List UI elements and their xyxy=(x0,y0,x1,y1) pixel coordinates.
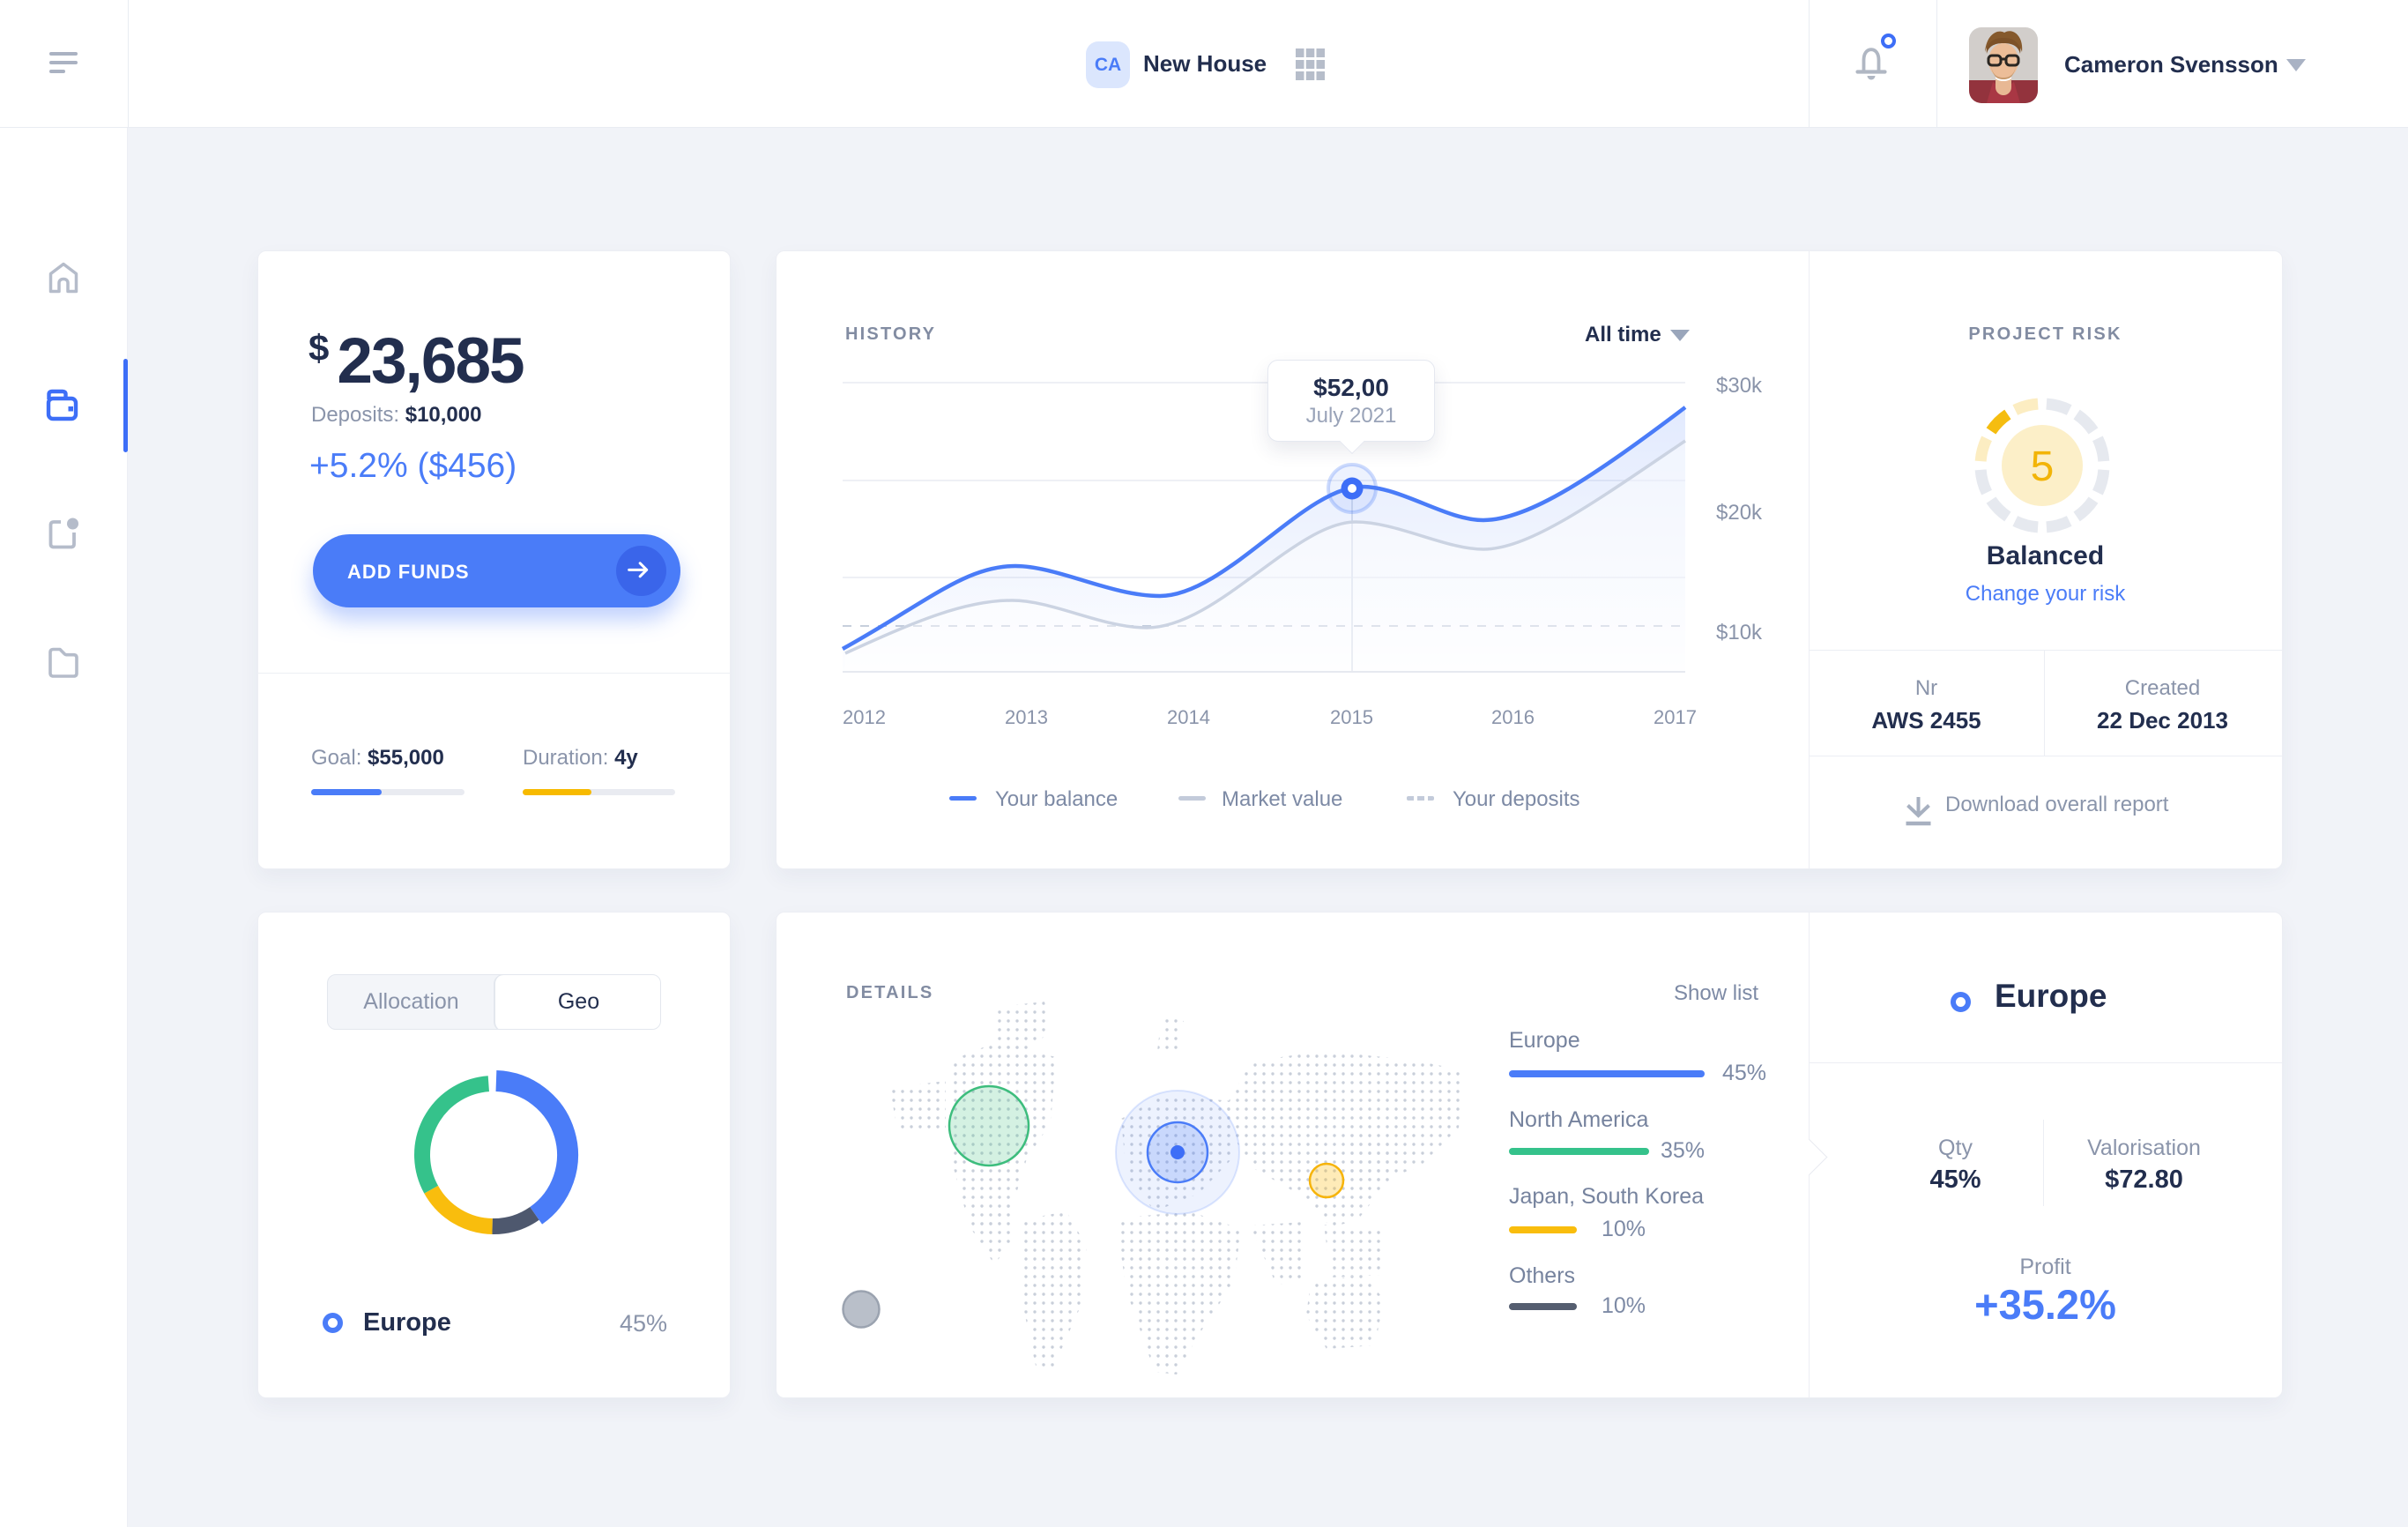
svg-text:5: 5 xyxy=(2031,443,2055,490)
